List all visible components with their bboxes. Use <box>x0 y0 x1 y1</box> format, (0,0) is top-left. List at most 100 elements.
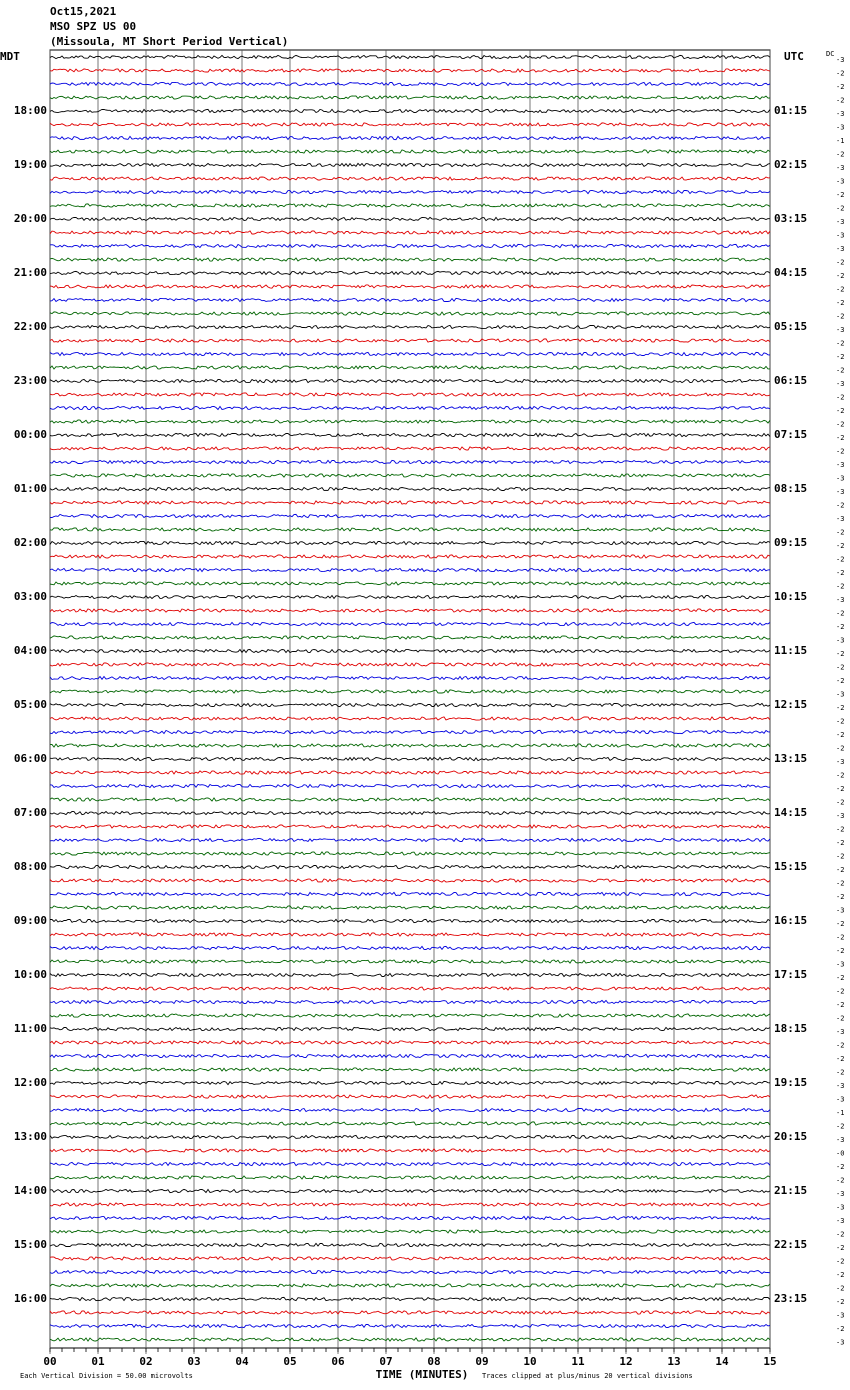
trace <box>49 1121 771 1126</box>
trace <box>49 257 771 262</box>
dc-offset: -3 <box>836 961 844 969</box>
trace <box>49 459 771 465</box>
trace <box>49 1094 771 1099</box>
trace <box>49 270 771 276</box>
trace <box>49 716 771 721</box>
trace <box>49 675 771 681</box>
x-tick-label: 13 <box>667 1355 680 1368</box>
trace <box>49 1107 771 1113</box>
trace <box>49 662 771 667</box>
trace <box>49 513 771 519</box>
right-time-label: 07:15 <box>774 428 807 441</box>
right-time-label: 06:15 <box>774 374 807 387</box>
left-time-label: 08:00 <box>14 860 47 873</box>
right-time-label: 20:15 <box>774 1130 807 1143</box>
right-time-label: 23:15 <box>774 1292 807 1305</box>
dc-offset: -2 <box>836 772 844 780</box>
right-time-label: 19:15 <box>774 1076 807 1089</box>
title-line: Oct15,2021 <box>50 5 117 18</box>
trace <box>49 473 771 478</box>
trace <box>49 1013 771 1018</box>
left-time-label: 06:00 <box>14 752 47 765</box>
dc-offset: -2 <box>836 1325 844 1333</box>
trace <box>49 810 771 816</box>
dc-offset: -3 <box>836 812 844 820</box>
dc-offset: -3 <box>836 1339 844 1347</box>
dc-offset: -3 <box>836 245 844 253</box>
trace <box>49 932 771 937</box>
trace <box>49 365 770 370</box>
trace <box>49 338 771 343</box>
dc-offset: -2 <box>836 448 844 456</box>
trace <box>49 230 771 235</box>
dc-offset: -2 <box>836 785 844 793</box>
dc-offset: -2 <box>836 1258 844 1266</box>
right-time-label: 21:15 <box>774 1184 807 1197</box>
trace <box>49 311 771 316</box>
trace <box>49 1026 771 1032</box>
trace <box>49 783 770 789</box>
dc-offset: -2 <box>836 1123 844 1131</box>
left-time-label: 11:00 <box>14 1022 47 1035</box>
dc-offset: -3 <box>836 758 844 766</box>
trace <box>49 608 771 613</box>
trace <box>49 446 771 451</box>
trace <box>49 905 771 910</box>
dc-offset: -2 <box>836 1015 844 1023</box>
right-time-label: 22:15 <box>774 1238 807 1251</box>
trace <box>49 621 771 627</box>
right-time-label: 01:15 <box>774 104 807 117</box>
dc-offset: -3 <box>836 475 844 483</box>
dc-offset: -3 <box>836 1082 844 1090</box>
trace <box>49 149 771 154</box>
trace <box>49 689 771 694</box>
right-time-label: 02:15 <box>774 158 807 171</box>
dc-offset: -3 <box>836 56 844 64</box>
right-time-label: 11:15 <box>774 644 807 657</box>
trace <box>49 81 771 87</box>
dc-offset: -2 <box>836 191 844 199</box>
trace <box>49 1269 771 1275</box>
dc-offset: -2 <box>836 542 844 550</box>
trace <box>49 864 771 870</box>
x-tick-label: 10 <box>523 1355 536 1368</box>
trace <box>49 1242 771 1248</box>
trace <box>49 1229 771 1234</box>
left-time-label: 16:00 <box>14 1292 47 1305</box>
dc-offset: -2 <box>836 934 844 942</box>
trace <box>49 567 771 573</box>
dc-offset: -2 <box>836 623 844 631</box>
trace <box>49 500 771 505</box>
dc-offset: -3 <box>836 1136 844 1144</box>
x-tick-label: 04 <box>235 1355 249 1368</box>
dc-offset: -2 <box>836 70 844 78</box>
trace <box>49 743 771 748</box>
left-time-label: 15:00 <box>14 1238 47 1251</box>
trace <box>49 189 771 195</box>
title-line: (Missoula, MT Short Period Vertical) <box>50 35 288 48</box>
dc-offset: -3 <box>836 637 844 645</box>
dc-offset: -2 <box>836 313 844 321</box>
right-time-label: 03:15 <box>774 212 807 225</box>
dc-offset: -0 <box>836 1150 844 1158</box>
x-tick-label: 00 <box>43 1355 56 1368</box>
x-tick-label: 09 <box>475 1355 488 1368</box>
dc-offset: -3 <box>836 488 844 496</box>
trace <box>49 635 771 640</box>
dc-offset: -2 <box>836 407 844 415</box>
trace <box>49 1175 771 1180</box>
dc-offset: -2 <box>836 893 844 901</box>
trace <box>49 1215 771 1221</box>
left-time-label: 07:00 <box>14 806 47 819</box>
left-time-label: 18:00 <box>14 104 47 117</box>
trace <box>49 594 771 600</box>
dc-offset: -2 <box>836 151 844 159</box>
dc-offset: -3 <box>836 124 844 132</box>
right-time-label: 05:15 <box>774 320 807 333</box>
dc-offset: -2 <box>836 1298 844 1306</box>
x-tick-label: 05 <box>283 1355 296 1368</box>
trace <box>49 729 771 735</box>
dc-offset: -2 <box>836 1163 844 1171</box>
trace <box>49 797 771 802</box>
trace <box>49 1337 771 1342</box>
